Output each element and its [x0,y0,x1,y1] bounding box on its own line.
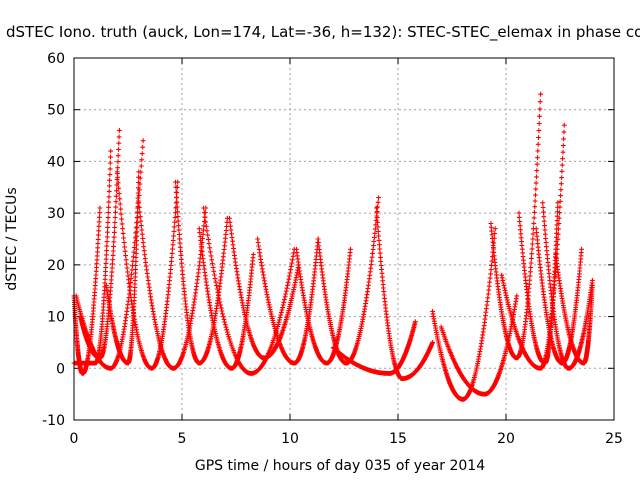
series-pass-17 [430,226,498,402]
data-point-markers [173,179,230,366]
data-point-markers [136,200,209,371]
y-tick-label: 10 [47,310,65,326]
data-point-markers [553,252,595,366]
y-tick-label: 0 [56,361,65,377]
data-layer [71,91,595,402]
series-pass-06 [114,169,181,371]
x-tick-label: 5 [178,431,187,447]
y-tick-label: 20 [47,258,65,274]
y-tick-label: 30 [47,206,65,222]
data-point-markers [227,215,301,361]
series-pass-15 [330,319,418,376]
x-axis-label: GPS time / hours of day 035 of year 2014 [195,458,485,474]
x-tick-label: 0 [70,431,79,447]
data-point-markers [196,226,256,371]
y-tick-label: 60 [47,51,65,67]
chart-title: dSTEC Iono. truth (auck, Lon=174, Lat=-3… [6,23,640,42]
series-pass-24 [553,252,595,366]
y-tick-label: 40 [47,154,65,170]
data-point-markers [114,169,181,371]
series-pass-08 [173,179,230,366]
x-tick-label: 10 [281,431,299,447]
data-point-markers [330,319,418,376]
x-tick-label: 20 [497,431,515,447]
series-pass-11 [227,215,301,361]
data-point-markers [374,205,435,381]
data-point-markers [430,226,498,402]
data-point-markers [438,293,520,397]
y-axis-label: dSTEC / TECUs [4,187,20,290]
x-tick-label: 15 [389,431,407,447]
axis-ticks: 0 5 10 15 20 25 -10 0 10 20 30 40 50 60 [42,51,623,447]
data-point-markers [488,91,543,361]
y-tick-label: -10 [42,413,65,429]
series-pass-07 [136,200,209,371]
series-pass-19 [488,91,543,361]
series-pass-16 [374,205,435,381]
y-tick-label: 50 [47,103,65,119]
series-pass-18 [438,293,520,397]
x-tick-label: 25 [605,431,623,447]
plot-frame [73,57,615,421]
series-pass-09 [196,226,256,371]
